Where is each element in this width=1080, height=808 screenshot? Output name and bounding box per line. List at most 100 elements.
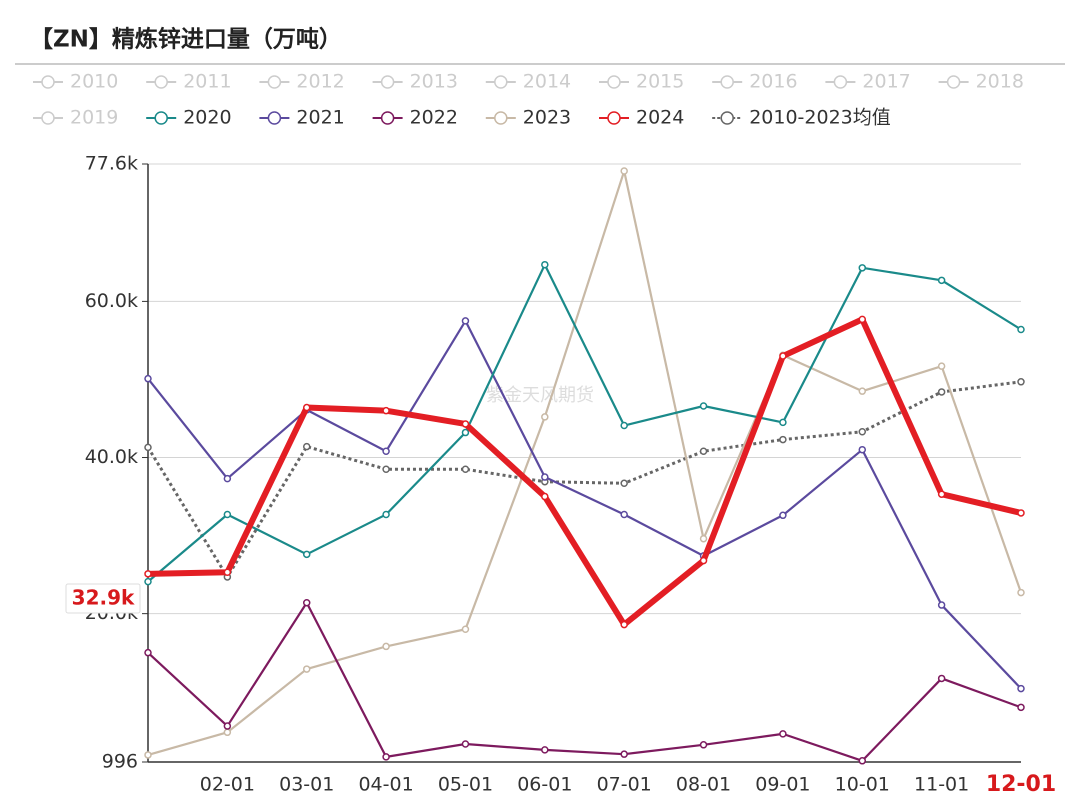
point [620,620,628,629]
legend-label[interactable]: 2018 [976,71,1024,93]
point [620,510,628,519]
legend-label[interactable]: 2022 [410,107,458,129]
point [937,490,946,498]
legend-label[interactable]: 2013 [410,71,458,93]
x-tick-label: 02-01 [200,774,255,796]
point [461,317,470,325]
legend-label[interactable]: 2010 [70,71,118,93]
point [541,746,549,754]
legend-icon-marker[interactable] [41,75,55,89]
legend-icon-marker[interactable] [494,75,508,89]
point [541,260,549,269]
point [1017,684,1025,693]
point [699,447,708,456]
point [382,406,390,415]
point [1017,703,1025,712]
point [858,445,867,454]
point [144,374,152,383]
legend-icon-marker[interactable] [154,111,168,125]
point [620,167,628,175]
legend-label[interactable]: 2017 [862,71,910,93]
legend-icon-marker[interactable] [41,111,55,125]
point [223,722,232,730]
series-line [146,380,1022,579]
point [144,648,152,657]
legend-label[interactable]: 2020 [183,107,231,129]
point [858,387,867,395]
x-tick-label: 12-01 [986,772,1056,797]
legend-icon-marker[interactable] [267,111,282,125]
y-tick-label: 60.0k [85,290,138,312]
point [779,352,787,360]
legend-icon-marker[interactable] [154,75,168,89]
legend-icon-marker[interactable] [380,111,395,125]
point [620,750,628,758]
legend-label[interactable]: 2021 [296,107,344,129]
y-tick-label: 40.0k [85,446,138,468]
legend-label[interactable]: 2016 [749,71,797,93]
point [461,465,470,473]
legend-label[interactable]: 2014 [523,71,571,93]
legend-label[interactable]: 2019 [70,107,118,129]
legend-icon-marker[interactable] [720,75,734,89]
point [223,728,232,737]
legend-icon-marker[interactable] [720,111,734,125]
point [858,757,867,765]
point [699,556,708,565]
legend-icon-marker[interactable] [494,111,508,125]
legend-icon-marker[interactable] [380,75,395,89]
point [1017,378,1025,386]
legend-label[interactable]: 2012 [296,71,344,93]
point [1017,509,1025,517]
point [699,741,708,749]
point [858,315,867,324]
point [541,492,549,501]
watermark: 紫金天风期货 [486,385,594,406]
point [302,598,311,607]
axis-pointer-box [65,583,141,614]
point [937,276,946,285]
point [144,443,152,452]
x-tick-label: 10-01 [835,774,890,796]
point [699,534,708,543]
point [382,510,390,519]
legend-icon-marker[interactable] [267,75,282,89]
y-tick-label: 77.6k [85,153,138,175]
x-tick-label: 05-01 [438,774,493,796]
x-tick-label: 08-01 [676,774,731,796]
legend-label[interactable]: 2015 [636,71,684,93]
legend-label[interactable]: 2010-2023均值 [749,107,891,129]
legend-label[interactable]: 2011 [183,71,231,93]
point [382,753,390,761]
legend-icon-marker[interactable] [946,75,961,89]
point [541,413,549,421]
point [223,474,232,483]
point [461,740,470,748]
point [779,418,787,427]
point [620,421,628,430]
point [937,601,946,609]
point [937,362,946,370]
point [144,751,152,759]
series-line [147,263,1022,583]
x-tick-label: 07-01 [597,774,652,796]
legend-label[interactable]: 2023 [523,107,571,129]
point [144,577,152,586]
legend-icon-marker[interactable] [607,75,621,89]
point [779,435,787,444]
point [858,428,867,436]
point [1017,325,1025,334]
point [382,465,390,473]
point [382,642,390,651]
point [779,730,787,738]
point [937,674,946,683]
legend-icon-marker[interactable] [607,111,621,125]
point [858,264,867,272]
legend-icon-marker[interactable] [833,75,848,89]
point [937,388,946,396]
legend-label[interactable]: 2024 [636,107,684,129]
x-tick-label: 09-01 [755,774,810,796]
x-tick-label: 04-01 [358,774,413,796]
point [302,403,311,412]
x-tick-label: 11-01 [914,774,969,796]
